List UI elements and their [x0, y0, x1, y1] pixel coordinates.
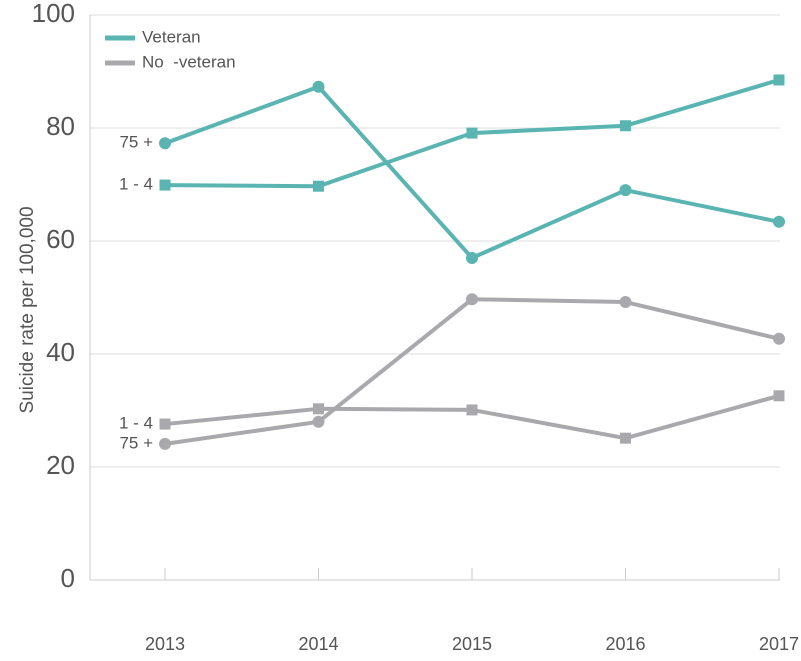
series-label: 75 + — [119, 133, 153, 152]
point — [466, 251, 478, 264]
point — [773, 390, 785, 402]
point — [466, 293, 478, 306]
x-tick-label: 2016 — [605, 634, 645, 654]
x-tick-label: 2017 — [759, 634, 799, 654]
point — [773, 332, 785, 345]
point — [773, 74, 785, 86]
y-tick-label: 100 — [32, 0, 75, 28]
point — [159, 418, 171, 430]
x-tick-label: 2013 — [145, 634, 185, 654]
y-tick-label: 0 — [61, 563, 75, 593]
point — [313, 403, 324, 415]
point — [619, 184, 632, 197]
point — [773, 215, 785, 228]
y-tick-label: 40 — [46, 337, 75, 367]
point — [312, 80, 325, 93]
legend-label: No -veteran — [142, 52, 236, 71]
series-label: 75 + — [119, 433, 153, 452]
point — [620, 120, 631, 132]
point — [466, 127, 478, 139]
point — [159, 437, 171, 450]
y-tick-label: 60 — [46, 224, 75, 254]
point — [466, 404, 478, 416]
x-tick-label: 2015 — [452, 634, 492, 654]
y-tick-label: 20 — [46, 450, 75, 480]
legend-label: Veteran — [142, 27, 201, 46]
point — [620, 432, 631, 444]
point — [619, 296, 632, 309]
y-tick-label: 80 — [46, 111, 75, 141]
y-axis-label: Suicide rate per 100,000 — [17, 206, 38, 413]
series-label: 1 - 4 — [119, 175, 153, 194]
series-line — [164, 84, 780, 260]
point — [159, 137, 171, 150]
point — [313, 180, 324, 192]
series-label: 1 - 4 — [119, 414, 153, 433]
x-tick-label: 2014 — [298, 634, 338, 654]
point — [159, 179, 171, 191]
point — [312, 415, 325, 428]
